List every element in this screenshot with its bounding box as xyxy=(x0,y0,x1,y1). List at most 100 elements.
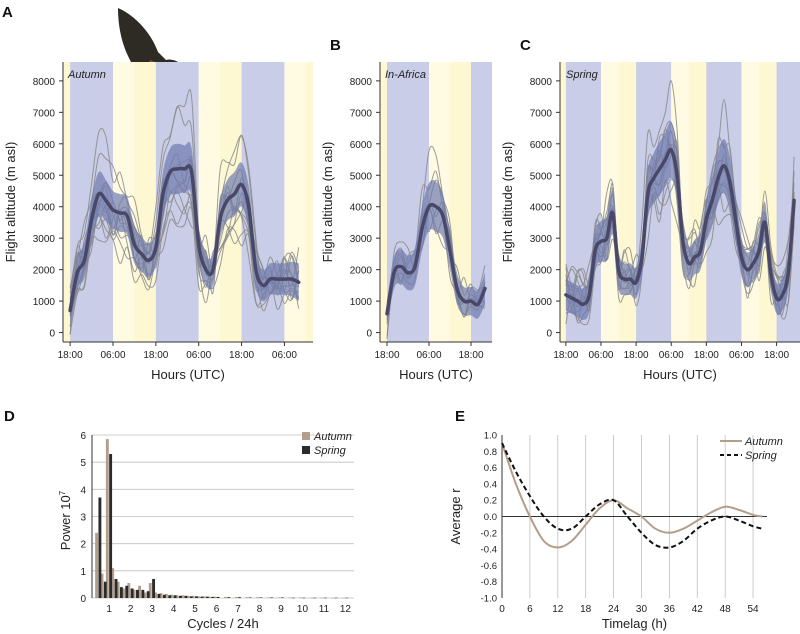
bar-autumn xyxy=(320,597,324,599)
bar-spring xyxy=(291,597,295,599)
mean-altitude-line xyxy=(385,202,487,316)
panel-label: Spring xyxy=(566,69,599,81)
x-tick-label: 6 xyxy=(214,604,220,615)
y-tick-label: 1000 xyxy=(530,297,553,308)
bar-spring xyxy=(280,597,284,598)
bar-spring xyxy=(227,597,231,598)
bar-spring xyxy=(313,597,317,599)
individual-track xyxy=(69,201,300,335)
bar-spring xyxy=(334,597,338,599)
y-tick-label: 7000 xyxy=(33,108,56,119)
y-tick-label: 2000 xyxy=(33,266,56,277)
panel-label: In-Africa xyxy=(385,69,426,81)
panel-letter: C xyxy=(520,37,531,54)
bar-spring xyxy=(323,597,327,599)
x-tick-label: 18 xyxy=(580,604,592,615)
y-tick-label: 0 xyxy=(546,329,552,340)
y-tick-label: 4000 xyxy=(350,203,373,214)
bar-spring xyxy=(259,597,263,598)
x-tick-label: 12 xyxy=(340,604,352,615)
y-tick-label: -0.8 xyxy=(481,577,497,588)
y-tick-label: 5000 xyxy=(350,171,373,182)
bar-spring xyxy=(146,591,150,598)
bar-autumn xyxy=(95,532,99,598)
y-tick-label: 6000 xyxy=(33,140,56,151)
x-tick-label: 1 xyxy=(106,604,112,615)
x-tick-label: 0 xyxy=(499,604,505,615)
y-tick-label: 7000 xyxy=(530,108,553,119)
x-tick-label: 18:00 xyxy=(553,350,578,361)
x-axis-title: Hours (UTC) xyxy=(151,367,225,382)
x-tick-label: 06:00 xyxy=(416,350,441,361)
bar-autumn xyxy=(127,583,131,598)
x-axis-title: Cycles / 24h xyxy=(187,616,259,631)
bar-autumn xyxy=(299,597,303,598)
x-tick-label: 06:00 xyxy=(186,350,211,361)
legend-label: Autumn xyxy=(313,431,352,443)
bar-spring xyxy=(98,497,102,598)
bar-autumn xyxy=(105,439,109,598)
y-tick-label: 6000 xyxy=(350,140,373,151)
y-tick-label: 0 xyxy=(49,329,55,340)
y-tick-label: -0.6 xyxy=(481,561,497,572)
x-tick-label: 06:00 xyxy=(659,350,684,361)
y-tick-label: 0.4 xyxy=(484,479,497,490)
panel-c-chart: 0 1000 2000 3000 4000 5000 6000 7000 8000 18:00 06… xyxy=(500,37,800,382)
bar-autumn xyxy=(191,595,195,598)
panel-e-chart: 0 6 12 18 24 30 36 42 48 54 -1.0 -0.8 -0.6 -0.4 -0.2 0.… xyxy=(448,408,783,631)
x-tick-label: 18:00 xyxy=(624,350,649,361)
bar-spring xyxy=(345,597,349,599)
bar-autumn xyxy=(170,594,174,598)
bar-spring xyxy=(130,588,134,598)
day-band-light xyxy=(198,62,221,342)
legend-swatch-autumn xyxy=(302,432,310,440)
x-tick-label: 3 xyxy=(149,604,155,615)
mean-altitude-line xyxy=(564,147,796,307)
bar-autumn xyxy=(121,588,125,598)
x-tick-label: 18:00 xyxy=(58,350,83,361)
bar-spring xyxy=(270,597,274,598)
day-band-light xyxy=(741,62,760,342)
bar-autumn xyxy=(132,589,136,598)
bar-autumn xyxy=(197,596,201,598)
x-tick-label: 36 xyxy=(664,604,676,615)
bar-autumn xyxy=(234,596,238,598)
x-tick-label: 7 xyxy=(235,604,241,615)
panel-a-chart: 0 1000 2000 3000 4000 5000 6000 7000 8000 18:00 06… xyxy=(2,4,313,382)
bar-autumn xyxy=(213,596,217,598)
y-tick-label: 3 xyxy=(80,513,86,524)
y-tick-label: 7000 xyxy=(350,108,373,119)
y-tick-label: 5000 xyxy=(33,171,56,182)
bar-spring xyxy=(119,587,123,598)
confidence-band xyxy=(387,180,485,327)
y-tick-label: 3000 xyxy=(33,234,56,245)
bar-autumn xyxy=(116,581,120,598)
x-tick-label: 24 xyxy=(608,604,620,615)
y-tick-label: 2000 xyxy=(530,266,553,277)
bar-autumn xyxy=(138,585,141,598)
legend-label: Spring xyxy=(745,450,778,462)
y-axis-title: Average r xyxy=(448,488,463,545)
bar-spring xyxy=(168,595,172,598)
x-tick-label: 54 xyxy=(747,604,759,615)
legend-swatch-spring xyxy=(302,446,310,454)
x-tick-label: 11 xyxy=(319,604,330,615)
x-tick-label: 10 xyxy=(297,604,309,615)
bar-spring xyxy=(216,596,220,598)
bar-spring xyxy=(103,581,107,598)
panel-letter: E xyxy=(455,408,465,425)
y-tick-label: 4000 xyxy=(33,203,56,214)
autocorrelation-line-spring xyxy=(501,442,763,549)
y-tick-label: 1000 xyxy=(33,297,56,308)
y-tick-label: 8000 xyxy=(350,77,373,88)
y-axis-title-superscript: 7 xyxy=(58,490,67,495)
y-tick-label: 6 xyxy=(80,431,86,442)
bar-spring xyxy=(189,596,193,598)
bar-spring xyxy=(195,596,198,598)
x-tick-label: 18:00 xyxy=(143,350,168,361)
x-tick-label: 18:00 xyxy=(764,350,789,361)
bar-autumn xyxy=(223,596,227,598)
bar-autumn xyxy=(277,597,281,598)
x-tick-label: 48 xyxy=(720,604,732,615)
